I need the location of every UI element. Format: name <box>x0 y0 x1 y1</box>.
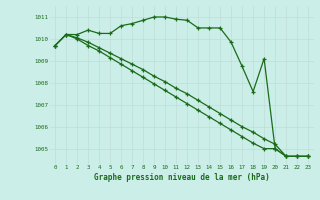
X-axis label: Graphe pression niveau de la mer (hPa): Graphe pression niveau de la mer (hPa) <box>94 173 269 182</box>
